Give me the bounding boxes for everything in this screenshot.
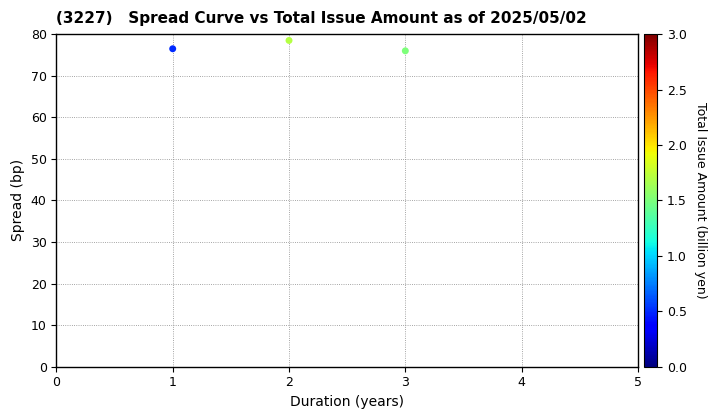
X-axis label: Duration (years): Duration (years) <box>290 395 404 409</box>
Point <box>400 47 411 54</box>
Point <box>283 37 294 44</box>
Y-axis label: Total Issue Amount (billion yen): Total Issue Amount (billion yen) <box>693 102 706 299</box>
Point <box>167 45 179 52</box>
Text: (3227)   Spread Curve vs Total Issue Amount as of 2025/05/02: (3227) Spread Curve vs Total Issue Amoun… <box>56 11 587 26</box>
Y-axis label: Spread (bp): Spread (bp) <box>11 159 25 242</box>
